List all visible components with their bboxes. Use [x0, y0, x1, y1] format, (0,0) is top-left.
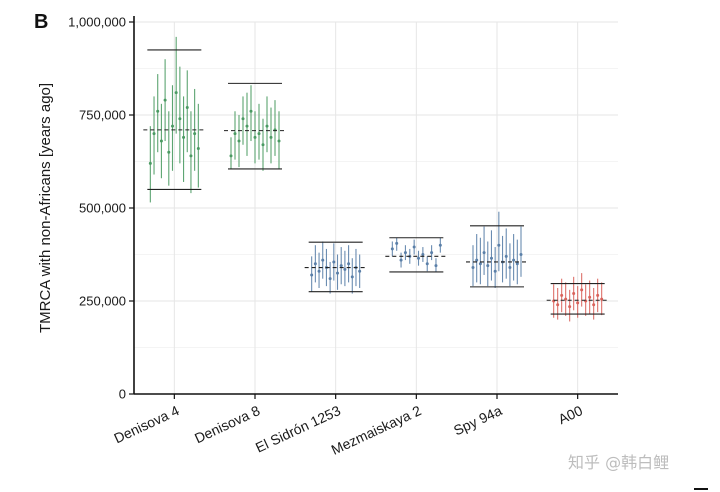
data-point — [489, 256, 493, 260]
y-tick-label: 0 — [119, 387, 126, 402]
grid — [134, 21, 618, 395]
data-point — [241, 117, 245, 121]
data-point — [317, 269, 321, 273]
data-marks — [143, 36, 609, 322]
data-point — [576, 301, 580, 305]
data-point — [438, 243, 442, 247]
data-point — [486, 264, 490, 268]
y-axis-label: TMRCA with non-Africans [years ago] — [37, 83, 54, 333]
data-point — [339, 264, 343, 268]
data-point — [475, 258, 479, 262]
y-tick-label: 1,000,000 — [68, 15, 126, 30]
data-point — [560, 293, 564, 297]
data-point — [343, 267, 347, 271]
data-point — [508, 266, 512, 270]
data-point — [358, 269, 362, 273]
group-1 — [224, 82, 286, 171]
group-5 — [546, 273, 609, 322]
data-point — [493, 269, 497, 273]
data-point — [163, 98, 167, 102]
data-point — [519, 253, 523, 256]
y-tick-label: 500,000 — [79, 201, 126, 216]
data-point — [564, 297, 568, 301]
data-point — [310, 273, 314, 277]
data-point — [170, 124, 174, 128]
data-point — [196, 146, 200, 150]
data-point — [390, 247, 394, 251]
data-point — [269, 135, 273, 139]
data-point — [417, 256, 421, 260]
data-point — [233, 132, 237, 136]
group-3 — [385, 237, 448, 273]
data-point — [434, 264, 438, 268]
data-point — [148, 161, 152, 165]
data-point — [471, 266, 475, 270]
corner-mark — [694, 488, 708, 490]
data-point — [399, 258, 403, 262]
data-point — [257, 132, 261, 136]
data-point — [185, 106, 189, 110]
data-point — [265, 124, 269, 128]
data-point — [421, 253, 425, 256]
data-point — [253, 135, 257, 139]
panel-label: B — [34, 11, 48, 33]
y-tick-label: 250,000 — [79, 294, 126, 309]
data-point — [572, 292, 576, 296]
data-point — [277, 139, 281, 143]
data-point — [350, 275, 354, 279]
data-point — [600, 297, 604, 301]
group-2 — [304, 241, 367, 294]
data-point — [237, 139, 241, 143]
data-point — [412, 245, 416, 249]
data-point — [156, 109, 160, 113]
data-point — [229, 154, 233, 158]
data-point — [504, 254, 508, 258]
data-point — [332, 260, 336, 264]
data-point — [159, 139, 163, 143]
y-tick-label: 750,000 — [79, 108, 126, 123]
data-point — [512, 258, 516, 262]
data-point — [430, 251, 434, 255]
data-point — [395, 241, 399, 245]
data-point — [596, 293, 600, 297]
data-point — [588, 295, 592, 299]
data-point — [178, 117, 182, 121]
data-point — [425, 262, 429, 266]
data-point — [249, 109, 253, 113]
data-point — [182, 135, 186, 139]
data-point — [482, 251, 486, 255]
watermark: 知乎 @韩白鲤 — [568, 453, 669, 472]
data-point — [515, 262, 519, 266]
data-point — [313, 262, 317, 266]
data-point — [403, 251, 407, 255]
data-point — [478, 262, 482, 266]
data-point — [321, 258, 325, 262]
data-point — [261, 143, 265, 147]
data-point — [193, 132, 197, 136]
data-point — [580, 288, 584, 292]
data-point — [174, 91, 178, 95]
data-point — [167, 150, 171, 154]
data-point — [592, 303, 596, 307]
data-point — [328, 277, 332, 281]
data-point — [347, 262, 351, 266]
data-point — [152, 132, 156, 136]
data-point — [336, 271, 340, 275]
data-point — [556, 303, 560, 307]
group-0 — [143, 36, 206, 203]
data-point — [497, 243, 501, 247]
data-point — [189, 154, 193, 158]
data-point — [245, 124, 249, 128]
group-4 — [466, 211, 528, 288]
data-point — [568, 305, 572, 309]
